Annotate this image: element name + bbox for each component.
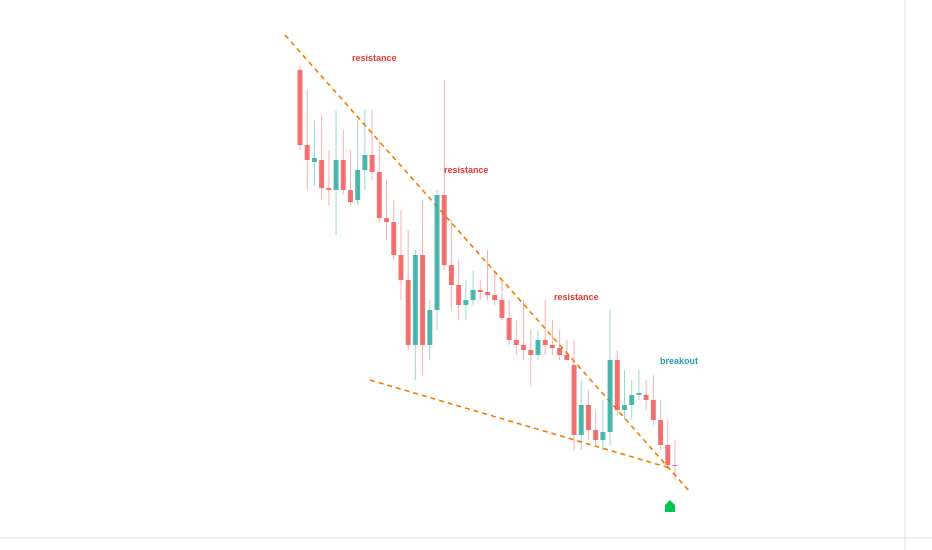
annotation: breakout — [660, 356, 698, 366]
candle-body — [333, 160, 339, 190]
candle-body — [521, 345, 527, 350]
candle-body — [485, 292, 490, 295]
candle-body — [311, 158, 317, 162]
candle-body — [513, 340, 519, 345]
candle-body — [369, 155, 375, 172]
candle-body — [535, 340, 541, 355]
candle-body — [672, 465, 678, 466]
annotation: resistance — [444, 165, 489, 175]
candle-body — [319, 160, 325, 188]
candle-body — [571, 365, 577, 435]
candle-body — [412, 255, 418, 345]
candle-body — [362, 155, 368, 170]
candle-body — [643, 395, 649, 400]
candle-body — [585, 405, 591, 430]
candle-body — [355, 170, 361, 200]
candle-body — [420, 255, 426, 345]
candle-body — [578, 405, 584, 435]
candle-body — [629, 395, 635, 405]
candle-body — [347, 190, 353, 202]
candle-body — [477, 290, 483, 292]
candle-body — [384, 218, 390, 222]
candle-body — [376, 172, 382, 218]
trend-line — [284, 34, 691, 493]
candle-body — [593, 430, 599, 440]
candle-body — [304, 145, 310, 160]
candle-body — [636, 393, 642, 395]
candle-body — [297, 70, 303, 145]
candle-body — [492, 295, 498, 300]
candle-body — [463, 300, 469, 305]
candle-body — [441, 195, 447, 265]
candle-body — [434, 195, 440, 310]
annotation: resistance — [352, 53, 397, 63]
candle-body — [456, 285, 462, 305]
annotation: resistance — [554, 292, 599, 302]
candle-body — [506, 318, 512, 340]
candle-body — [340, 160, 346, 190]
candle-body — [448, 265, 454, 285]
candle-body — [658, 420, 664, 445]
candle-body — [391, 222, 397, 255]
candle-body — [607, 360, 613, 432]
candle-body — [622, 405, 628, 410]
candle-body — [499, 300, 505, 318]
candle-body — [326, 188, 332, 190]
candle-body — [549, 345, 555, 348]
candle-body — [650, 400, 656, 420]
candle-body — [614, 360, 620, 410]
candle-body — [665, 445, 671, 465]
candle-body — [542, 340, 548, 345]
arrow-icon — [665, 500, 675, 512]
candle-body — [405, 280, 411, 345]
candle-body — [470, 290, 476, 300]
candle-body — [427, 310, 433, 345]
candle-body — [557, 348, 563, 355]
candle-body — [600, 432, 606, 440]
candle-body — [528, 350, 534, 355]
trend-line — [369, 379, 671, 469]
candle-body — [398, 255, 404, 280]
candle-body — [564, 355, 570, 360]
